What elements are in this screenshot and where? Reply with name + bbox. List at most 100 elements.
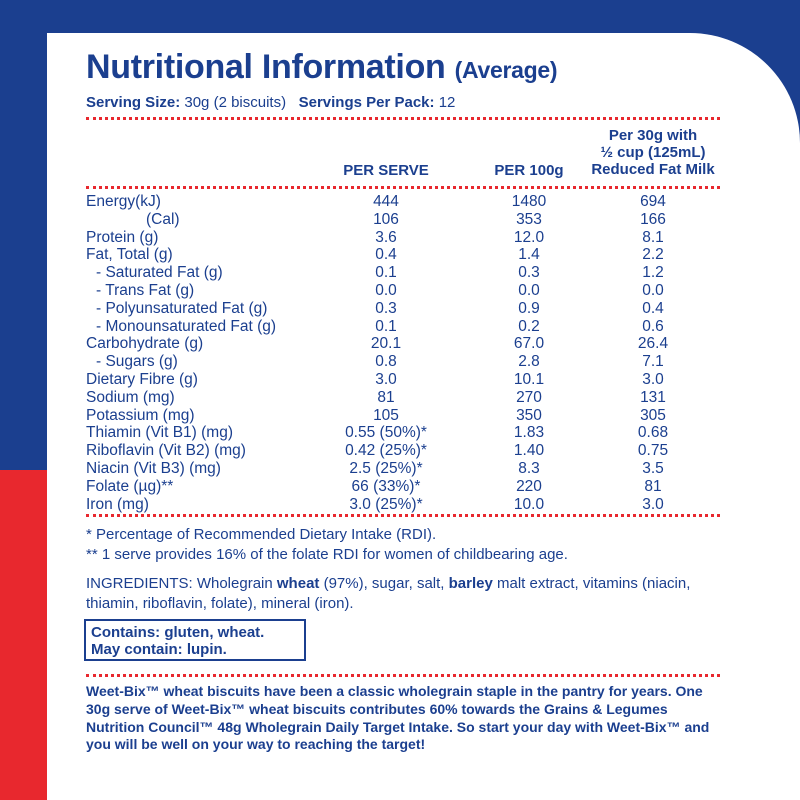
allergen-contains: Contains: gluten, wheat.: [91, 624, 265, 641]
value-with-milk: 166: [640, 210, 666, 228]
servings-per-pack-label: Servings Per Pack:: [298, 94, 435, 111]
value-per-serve: 106: [373, 210, 399, 228]
nutrient-name: Sodium (mg): [86, 388, 175, 406]
nutrient-name: - Trans Fat (g): [96, 281, 195, 299]
column-header-with-milk-line3: Reduced Fat Milk: [591, 161, 715, 178]
nutrient-name: Riboflavin (Vit B2) (mg): [86, 442, 246, 460]
value-with-milk: 26.4: [637, 335, 669, 353]
nutrition-panel: [47, 33, 800, 800]
nutrient-name: Niacin (Vit B3) (mg): [86, 459, 221, 477]
value-per-100g: 12.0: [513, 228, 545, 246]
nutrient-name: - Saturated Fat (g): [96, 264, 223, 282]
column-header-with-milk: Per 30g with ½ cup (125mL) Reduced Fat M…: [586, 127, 720, 178]
value-with-milk: 81: [644, 477, 662, 495]
nutrition-table: Energy(kJ) 444 1480 694 (Cal) 106 353 166 Protei…: [86, 193, 720, 513]
value-per-serve: 3.0 (25%)*: [349, 495, 423, 513]
table-row: - Trans Fat (g) 0.0 0.0 0.0: [86, 282, 720, 300]
dotted-divider: [86, 514, 720, 517]
serving-size-value: 30g (2 biscuits): [184, 94, 287, 111]
ingredients-text: malt extract, vitamins (niacin, thiamin,…: [86, 575, 691, 612]
value-with-milk: 0.0: [642, 281, 664, 299]
nutrient-name: Folate (µg)**: [86, 477, 174, 495]
value-per-serve: 0.1: [375, 264, 397, 282]
nutrient-name: Thiamin (Vit B1) (mg): [86, 424, 233, 442]
value-with-milk: 0.75: [637, 442, 669, 460]
nutrient-name: Iron (mg): [86, 495, 149, 513]
value-with-milk: 694: [640, 193, 666, 210]
table-row: - Saturated Fat (g) 0.1 0.3 1.2: [86, 264, 720, 282]
value-per-100g: 1.40: [513, 442, 545, 460]
value-per-100g: 220: [516, 477, 542, 495]
value-per-100g: 8.3: [518, 459, 540, 477]
nutrient-name: - Monounsaturated Fat (g): [96, 317, 277, 335]
nutrient-name: Energy(kJ): [86, 193, 161, 210]
value-with-milk: 131: [640, 388, 666, 406]
value-per-100g: 0.2: [518, 317, 540, 335]
table-row: Folate (µg)** 66 (33%)* 220 81: [86, 478, 720, 496]
allergen-may-contain: May contain: lupin.: [91, 641, 227, 658]
value-with-milk: 2.2: [642, 246, 664, 264]
dotted-divider: [86, 117, 720, 120]
footnote-folate: ** 1 serve provides 16% of the folate RD…: [86, 546, 568, 563]
serving-info: Serving Size: 30g (2 biscuits) Servings …: [86, 94, 455, 111]
page-title: Nutritional Information (Average): [86, 48, 558, 87]
dotted-divider: [86, 674, 720, 677]
nutrient-name: (Cal): [146, 210, 180, 228]
serving-size-label: Serving Size:: [86, 94, 181, 111]
value-per-100g: 0.3: [518, 264, 540, 282]
value-per-100g: 67.0: [513, 335, 545, 353]
servings-per-pack-value: 12: [438, 94, 456, 111]
table-row: - Polyunsaturated Fat (g) 0.3 0.9 0.4: [86, 300, 720, 318]
value-per-serve: 3.6: [375, 228, 397, 246]
table-row: (Cal) 106 353 166: [86, 211, 720, 229]
value-per-serve: 0.55 (50%)*: [345, 424, 427, 442]
value-per-serve: 3.0: [375, 370, 397, 388]
table-row: Iron (mg) 3.0 (25%)* 10.0 3.0: [86, 496, 720, 514]
value-per-serve: 0.8: [375, 353, 397, 371]
ingredient-barley: barley: [448, 575, 493, 592]
value-with-milk: 0.4: [642, 299, 664, 317]
table-row: Dietary Fibre (g) 3.0 10.1 3.0: [86, 371, 720, 389]
value-per-serve: 444: [373, 193, 399, 210]
value-per-100g: 2.8: [518, 353, 540, 371]
value-per-100g: 1.4: [518, 246, 540, 264]
value-per-100g: 0.9: [518, 299, 540, 317]
nutrient-name: - Polyunsaturated Fat (g): [96, 299, 268, 317]
table-row: Carbohydrate (g) 20.1 67.0 26.4: [86, 335, 720, 353]
nutrient-name: Potassium (mg): [86, 406, 195, 424]
ingredients-text: (97%), sugar, salt,: [319, 575, 449, 592]
nutrient-name: Fat, Total (g): [86, 246, 173, 264]
value-per-serve: 0.1: [375, 317, 397, 335]
value-with-milk: 1.2: [642, 264, 664, 282]
product-description: Weet-Bix™ wheat biscuits have been a cla…: [86, 683, 710, 753]
value-per-100g: 1480: [511, 193, 547, 210]
nutrient-name: Dietary Fibre (g): [86, 370, 198, 388]
value-with-milk: 3.0: [642, 495, 664, 513]
nutrient-name: - Sugars (g): [96, 353, 178, 371]
value-per-100g: 350: [516, 406, 542, 424]
value-per-100g: 0.0: [518, 281, 540, 299]
value-per-serve: 20.1: [370, 335, 402, 353]
table-row: Potassium (mg) 105 350 305: [86, 407, 720, 425]
table-row: - Sugars (g) 0.8 2.8 7.1: [86, 353, 720, 371]
table-row: Sodium (mg) 81 270 131: [86, 389, 720, 407]
value-with-milk: 8.1: [642, 228, 664, 246]
value-per-serve: 0.42 (25%)*: [345, 442, 427, 460]
table-row: Thiamin (Vit B1) (mg) 0.55 (50%)* 1.83 0.68: [86, 424, 720, 442]
value-per-serve: 0.3: [375, 299, 397, 317]
ingredients: INGREDIENTS: Wholegrain wheat (97%), sug…: [86, 574, 726, 614]
allergen-box: Contains: gluten, wheat. May contain: lu…: [84, 619, 306, 661]
value-per-serve: 66 (33%)*: [351, 477, 421, 495]
value-per-100g: 353: [516, 210, 542, 228]
value-per-serve: 81: [377, 388, 395, 406]
value-with-milk: 7.1: [642, 353, 664, 371]
table-row: - Monounsaturated Fat (g) 0.1 0.2 0.6: [86, 318, 720, 336]
value-with-milk: 3.5: [642, 459, 664, 477]
value-per-100g: 1.83: [513, 424, 545, 442]
table-row: Fat, Total (g) 0.4 1.4 2.2: [86, 246, 720, 264]
title-text: Nutritional Information: [86, 48, 446, 86]
value-with-milk: 3.0: [642, 370, 664, 388]
value-with-milk: 305: [640, 406, 666, 424]
column-header-with-milk-line1: Per 30g with: [608, 127, 698, 144]
table-row: Protein (g) 3.6 12.0 8.1: [86, 229, 720, 247]
